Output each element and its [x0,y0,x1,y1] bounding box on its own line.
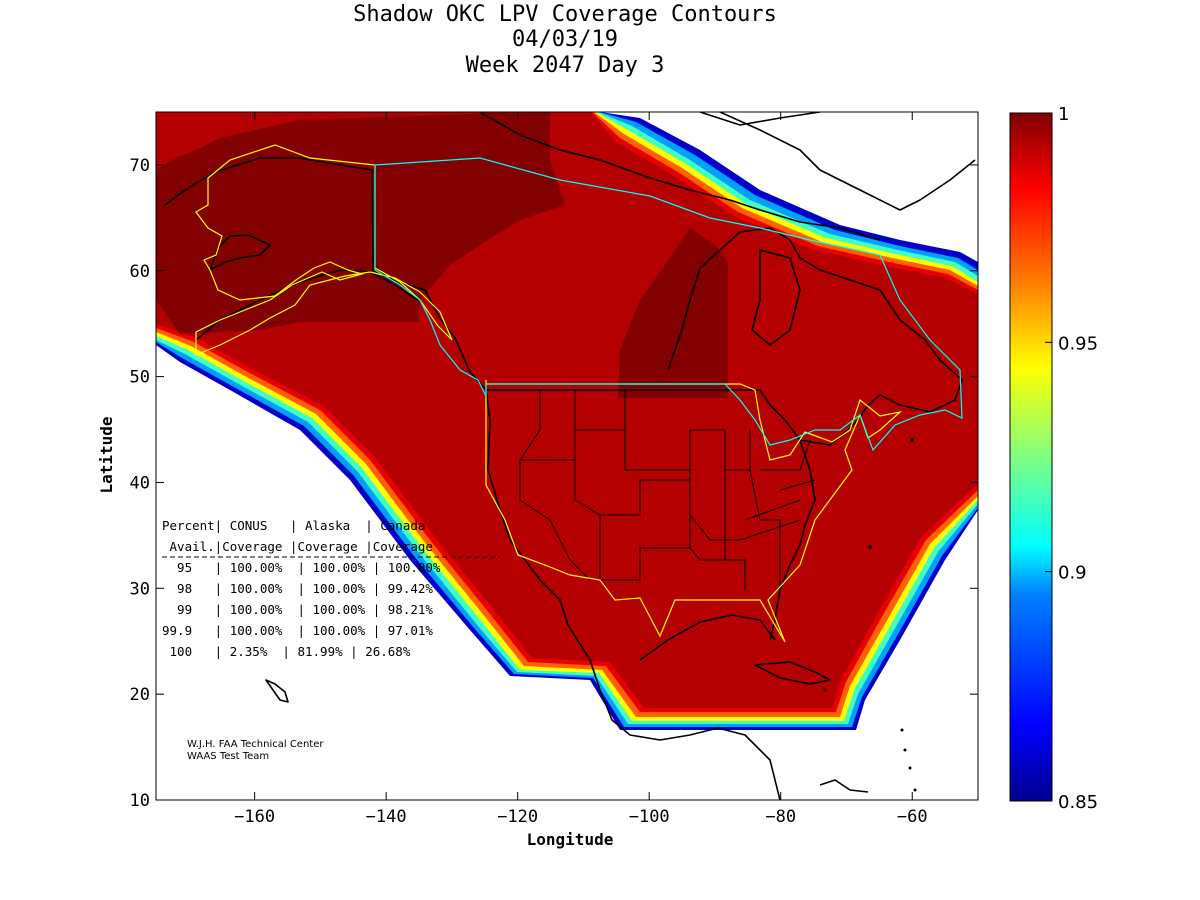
map-plot-area [156,112,978,800]
credit-line-2: WAAS Test Team [187,751,269,762]
title-line-2: 04/03/19 [512,27,618,52]
y-tick-label: 70 [130,156,150,176]
y-tick-label: 20 [130,685,150,705]
y-tick-label: 40 [130,473,150,493]
colorbar-ticks: 1 0.95 0.9 0.85 [1045,104,1098,813]
full-coverage-regions [156,112,728,398]
y-axis-ticks: 10 20 30 40 50 60 70 [130,156,978,811]
colorbar-tick-label: 0.85 [1058,792,1098,813]
x-tick-label: −60 [897,807,928,827]
x-tick-label: −120 [497,807,538,827]
plot-frame [155,111,979,801]
y-tick-label: 60 [130,262,150,282]
x-axis-label: Longitude [527,830,614,849]
table-row: 100 | 2.35% | 81.99% | 26.68% [162,644,411,659]
y-tick-label: 30 [130,579,150,599]
colorbar-tick-label: 1 [1058,104,1069,125]
table-row: 99 | 100.00% | 100.00% | 98.21% [162,602,433,617]
y-tick-label: 10 [130,791,150,811]
title-line-1: Shadow OKC LPV Coverage Contours [353,2,777,27]
table-row: 95 | 100.00% | 100.00% | 100.00% [162,560,441,575]
table-row: 99.9 | 100.00% | 100.00% | 97.01% [162,623,433,638]
table-header-row-1: Percent| CONUS | Alaska | Canada [162,518,425,533]
x-axis-ticks: −160 −140 −120 −100 −80 −60 [234,112,928,827]
title-line-3: Week 2047 Day 3 [466,53,665,78]
table-row: 98 | 100.00% | 100.00% | 99.42% [162,581,433,596]
x-tick-label: −140 [366,807,407,827]
y-axis-label: Latitude [97,416,116,493]
island-markers [823,438,917,792]
figure-title: Shadow OKC LPV Coverage Contours 04/03/1… [353,2,777,78]
colorbar-tick-label: 0.95 [1058,333,1098,354]
y-tick-label: 50 [130,368,150,388]
table-header-row-2: Avail.|Coverage |Coverage |Coverage [162,539,433,554]
colorbar-gradient [1009,112,1053,802]
credit-line-1: W.J.H. FAA Technical Center [187,739,324,750]
colorbar: 1 0.95 0.9 0.85 [1009,104,1098,813]
colorbar-tick-label: 0.9 [1058,563,1087,584]
service-volume-outlines [195,144,963,643]
coverage-table: Percent| CONUS | Alaska | Canada Avail.|… [162,518,500,659]
x-tick-label: −100 [629,807,670,827]
x-tick-label: −160 [234,807,275,827]
state-boundaries [486,389,816,590]
coastline-outlines [164,112,976,800]
x-tick-label: −80 [765,807,796,827]
credit-block: W.J.H. FAA Technical Center WAAS Test Te… [187,739,324,762]
